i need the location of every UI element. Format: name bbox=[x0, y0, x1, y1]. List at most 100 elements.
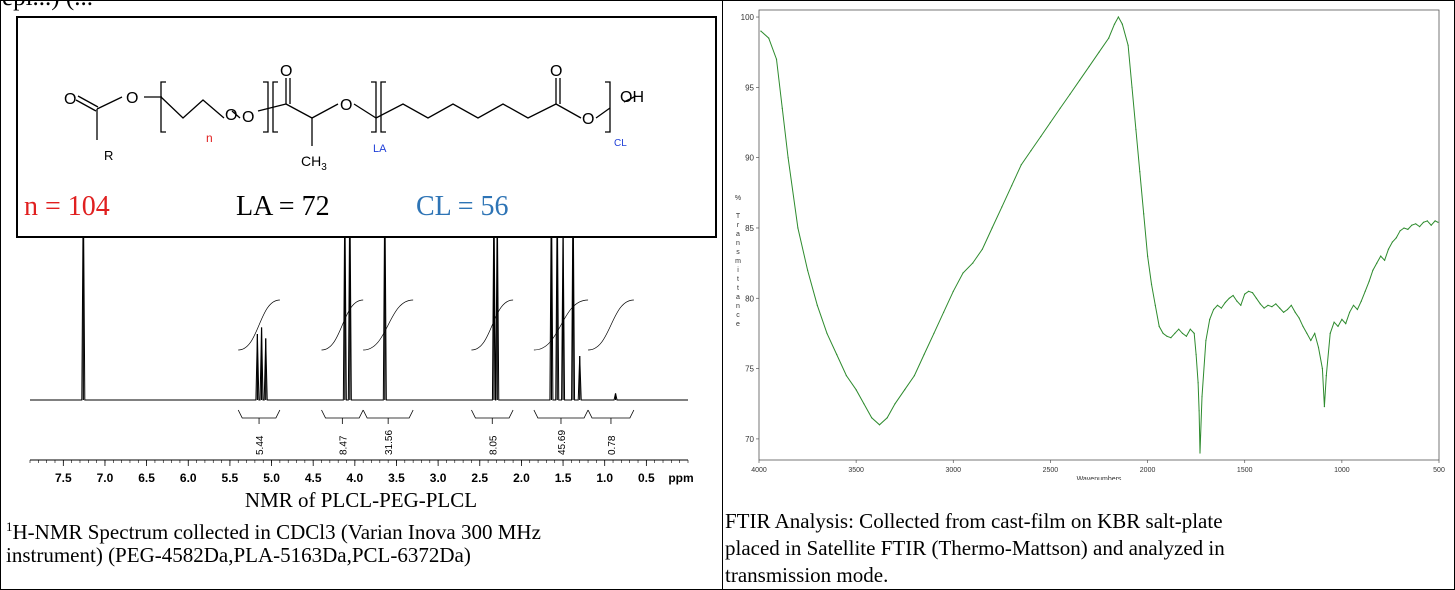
nmr-x-tick-label: 3.0 bbox=[430, 471, 447, 485]
ftir-data-point bbox=[1205, 339, 1207, 342]
ftir-data-point bbox=[1364, 290, 1366, 292]
ftir-data-point bbox=[1399, 230, 1401, 232]
ftir-x-tick-label: 2000 bbox=[1140, 467, 1156, 474]
ftir-data-point bbox=[1113, 23, 1116, 25]
structure-atom: O bbox=[582, 111, 594, 128]
structure-atom: O bbox=[242, 109, 254, 126]
ftir-series-line bbox=[760, 15, 1439, 454]
ftir-data-point bbox=[1040, 136, 1042, 138]
ftir-data-point bbox=[1259, 303, 1261, 305]
ftir-y-axis-label-letter: s bbox=[736, 249, 740, 256]
ftir-data-point bbox=[1228, 297, 1230, 299]
ftir-data-point bbox=[886, 417, 888, 419]
nmr-integral-label: 8.05 bbox=[488, 435, 499, 455]
ftir-data-point bbox=[1150, 283, 1153, 285]
nmr-caption-line-1: 1H-NMR Spectrum collected in CDCl3 (Vari… bbox=[6, 519, 541, 544]
ftir-data-point bbox=[1248, 290, 1250, 292]
ftir-caption-line-1: FTIR Analysis: Collected from cast-film … bbox=[725, 509, 1223, 533]
ftir-data-point bbox=[1349, 311, 1351, 313]
ftir-data-point bbox=[826, 332, 828, 334]
nmr-caption-line-2: instrument) (PEG-4582Da,PLA-5163Da,PCL-6… bbox=[6, 543, 471, 567]
nmr-integral-label: 0.78 bbox=[607, 435, 618, 455]
ftir-data-point bbox=[760, 30, 762, 32]
nmr-integral-bracket bbox=[587, 409, 635, 419]
ftir-data-point bbox=[981, 248, 983, 250]
ftir-data-point bbox=[1314, 332, 1316, 334]
ftir-data-point bbox=[871, 417, 873, 419]
ftir-data-point bbox=[1098, 51, 1100, 53]
ftir-data-point bbox=[1174, 332, 1176, 334]
ftir-y-axis-label-letter: T bbox=[736, 213, 741, 220]
ftir-data-point bbox=[962, 272, 964, 274]
structure-subscript-la: LA bbox=[373, 143, 387, 155]
ftir-y-axis-label-letter: i bbox=[737, 267, 739, 274]
ftir-data-point bbox=[807, 269, 809, 271]
ftir-data-point bbox=[1360, 300, 1362, 302]
ftir-data-point bbox=[1333, 321, 1335, 323]
ftir-data-point bbox=[1263, 307, 1265, 309]
ftir-data-point bbox=[1419, 226, 1421, 228]
ftir-data-point bbox=[1162, 332, 1164, 334]
ftir-data-point bbox=[972, 262, 974, 264]
nmr-integral-curve bbox=[238, 299, 280, 351]
ftir-data-point bbox=[1372, 269, 1374, 271]
ftir-data-point bbox=[1395, 237, 1397, 239]
ftir-data-point bbox=[1143, 213, 1145, 215]
ftir-data-point bbox=[1185, 335, 1187, 337]
structure-methyl: CH3 bbox=[301, 153, 327, 173]
nmr-x-axis-label: ppm bbox=[668, 471, 693, 485]
ftir-data-point bbox=[1244, 293, 1246, 295]
nmr-x-tick-label: 2.5 bbox=[471, 471, 488, 485]
ftir-y-tick-label: 100 bbox=[741, 13, 755, 22]
ftir-data-point bbox=[952, 290, 954, 292]
ftir-data-point bbox=[1030, 150, 1032, 152]
ftir-data-point bbox=[1193, 332, 1195, 334]
ftir-data-point bbox=[933, 332, 935, 334]
ftir-data-point bbox=[1325, 375, 1327, 377]
ftir-y-tick-label: 70 bbox=[745, 435, 754, 444]
ftir-x-tick-label: 1500 bbox=[1237, 467, 1253, 474]
ftir-data-point bbox=[1135, 128, 1137, 131]
ftir-data-point bbox=[1213, 308, 1215, 311]
ftir-data-point bbox=[1121, 23, 1123, 25]
nmr-integral-bracket bbox=[362, 409, 414, 419]
ftir-data-point bbox=[1306, 332, 1308, 334]
structure-atom: O bbox=[340, 97, 352, 114]
ftir-y-axis-label-letter: n bbox=[736, 240, 740, 247]
structure-atom: O bbox=[64, 91, 76, 108]
ftir-data-point bbox=[1426, 220, 1428, 222]
ftir-y-axis-label-letter: t bbox=[737, 276, 739, 283]
ftir-data-point bbox=[1368, 280, 1370, 282]
ftir-data-point bbox=[1170, 337, 1172, 339]
structure-atom: O bbox=[126, 90, 138, 107]
nmr-integral-bracket bbox=[237, 409, 281, 419]
ftir-y-axis-label-letter: a bbox=[736, 294, 740, 301]
nmr-x-tick-label: 7.5 bbox=[55, 471, 72, 485]
nmr-x-tick-label: 1.0 bbox=[596, 471, 613, 485]
ftir-data-point bbox=[1251, 292, 1254, 294]
ftir-data-point bbox=[768, 37, 770, 39]
ftir-data-point bbox=[1422, 221, 1425, 223]
ftir-data-point bbox=[1178, 328, 1180, 330]
ftir-data-point bbox=[1158, 325, 1160, 327]
ftir-data-point bbox=[1255, 297, 1257, 299]
ftir-data-point bbox=[1131, 86, 1133, 88]
ftir-data-point bbox=[787, 157, 789, 159]
equation-la: LA = 72 bbox=[236, 191, 330, 222]
ftir-data-point bbox=[923, 353, 925, 356]
nmr-integral-curve bbox=[471, 299, 514, 351]
nmr-integral-label: 45.69 bbox=[557, 430, 568, 455]
ftir-data-point bbox=[1209, 318, 1211, 320]
ftir-panel: 70 75 80 85 90 95 100 4000 3500 3000 2500 2000 1500 1… bbox=[723, 0, 1455, 590]
nmr-x-tick-label: 5.5 bbox=[222, 471, 239, 485]
ftir-data-point bbox=[1323, 406, 1325, 408]
nmr-integral-curve bbox=[588, 299, 634, 351]
ftir-y-tick-label: 85 bbox=[745, 224, 754, 233]
ftir-data-point bbox=[855, 389, 857, 391]
ftir-data-point bbox=[878, 424, 881, 426]
nmr-integral-label: 31.56 bbox=[384, 430, 395, 455]
nmr-x-tick-label: 0.5 bbox=[638, 471, 655, 485]
nmr-integral-curve bbox=[321, 299, 364, 351]
equation-n: n = 104 bbox=[24, 191, 110, 222]
ftir-data-point bbox=[1317, 346, 1320, 349]
